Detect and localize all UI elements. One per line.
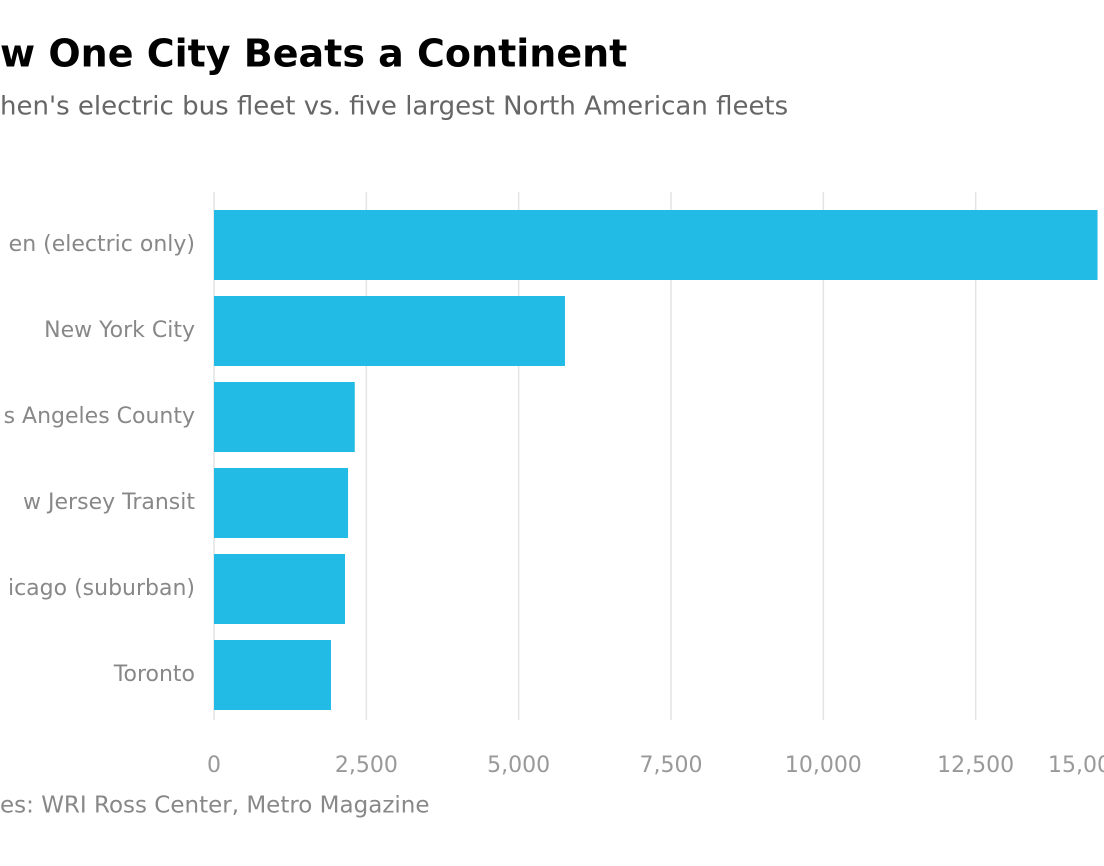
bar xyxy=(214,468,349,538)
x-tick-label: 0 xyxy=(207,753,221,778)
y-tick-label: s Angeles County xyxy=(4,404,195,429)
chart-subtitle: hen's electric bus fleet vs. five larges… xyxy=(0,92,788,122)
y-tick-label: w Jersey Transit xyxy=(23,490,195,515)
y-tick-label: New York City xyxy=(44,318,195,343)
y-tick-label: icago (suburban) xyxy=(8,576,195,601)
bar xyxy=(214,554,346,624)
bar xyxy=(214,640,331,710)
bar xyxy=(214,382,355,452)
y-tick-label: en (electric only) xyxy=(9,232,195,257)
source-note: es: WRI Ross Center, Metro Magazine xyxy=(0,793,430,819)
x-tick-label: 7,500 xyxy=(640,753,703,778)
x-tick-label: 15,00 xyxy=(1048,753,1104,778)
bar xyxy=(214,296,565,366)
x-tick-label: 10,000 xyxy=(785,753,862,778)
bar xyxy=(214,210,1098,280)
chart-title: w One City Beats a Continent xyxy=(0,32,627,76)
x-tick-label: 2,500 xyxy=(335,753,398,778)
x-tick-label: 12,500 xyxy=(937,753,1014,778)
y-tick-label: Toronto xyxy=(113,662,195,687)
x-tick-label: 5,000 xyxy=(487,753,550,778)
